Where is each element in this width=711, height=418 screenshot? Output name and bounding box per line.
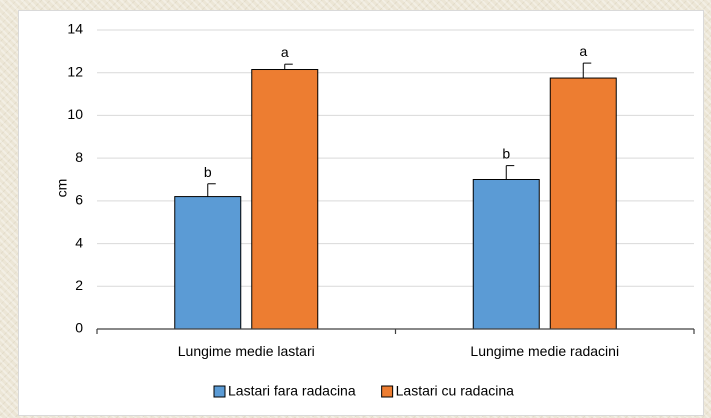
bar [174, 196, 242, 330]
significance-label: a [281, 44, 289, 60]
significance-label: b [502, 146, 510, 162]
significance-label: a [579, 43, 587, 59]
labels: 0 2 4 6 8 10 12 14 b a Lungime medie lastari b a Lung… [67, 21, 619, 359]
significance-label: b [204, 164, 212, 180]
y-tick-label: 2 [75, 277, 83, 293]
legend: Lastari fara radacina Lastari cu radacina [213, 383, 515, 399]
y-tick-label: 6 [75, 192, 83, 208]
bar-chart: 0 2 4 6 8 10 12 14 b a Lungime medie lastari b a Lung… [54, 21, 695, 399]
y-tick-label: 14 [67, 21, 83, 37]
bar [251, 69, 319, 330]
y-tick-label: 0 [75, 320, 83, 336]
y-tick-label: 8 [75, 149, 83, 165]
chart-frame: 0 2 4 6 8 10 12 14 b a Lungime medie lastari b a Lung… [18, 10, 704, 416]
bars [174, 62, 617, 330]
y-tick-label: 10 [67, 106, 83, 122]
legend-swatch [381, 385, 394, 398]
axes [96, 328, 695, 334]
y-tick-label: 12 [67, 63, 83, 79]
legend-swatch [213, 385, 226, 398]
category-label: Lungime medie lastari [178, 343, 315, 359]
legend-label: Lastari cu radacina [396, 383, 515, 399]
legend-label: Lastari fara radacina [228, 383, 356, 399]
bar [472, 179, 540, 330]
y-axis-title: cm [54, 179, 70, 198]
category-label: Lungime medie radacini [470, 343, 619, 359]
bar [549, 77, 617, 330]
y-tick-label: 4 [75, 234, 83, 250]
